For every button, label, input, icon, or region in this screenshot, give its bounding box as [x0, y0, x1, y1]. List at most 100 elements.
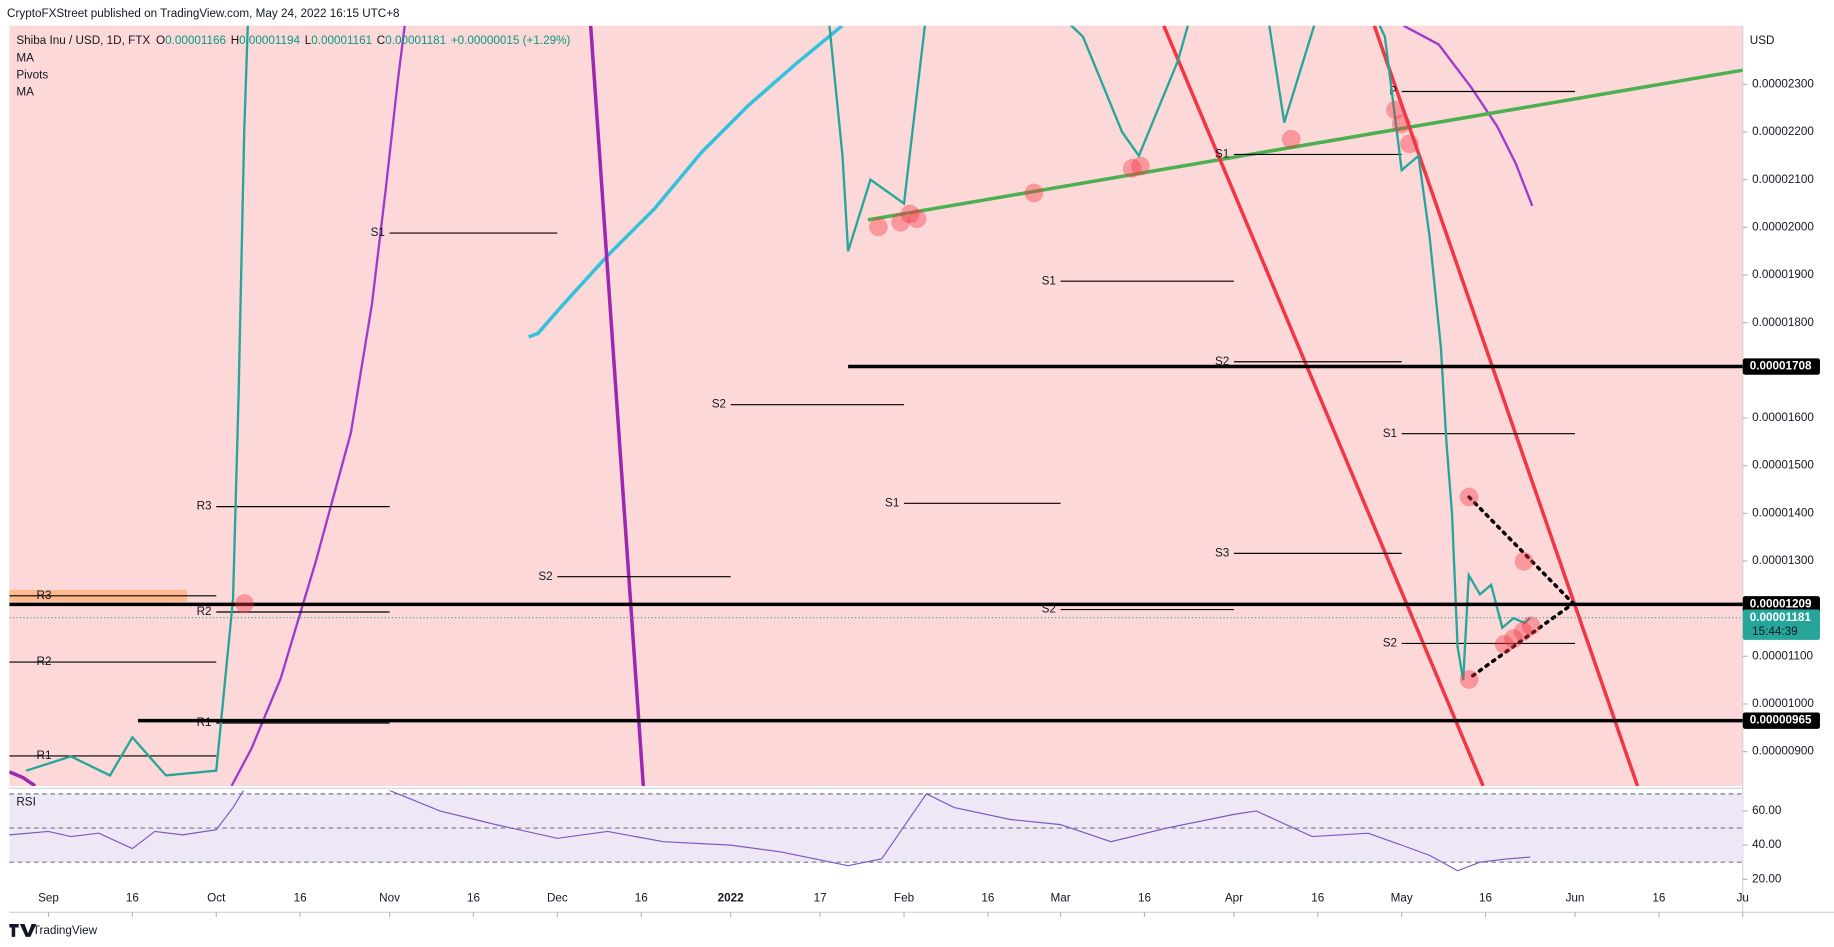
footer-brand: TradingView — [33, 924, 98, 937]
reaction-marker — [1494, 635, 1514, 654]
y-tick-label: 0.00001000 — [1752, 697, 1814, 710]
rsi-band — [9, 793, 1743, 863]
ohlc-key: C — [377, 34, 385, 47]
x-tick-label: 16 — [635, 891, 648, 904]
reaction-marker — [1400, 134, 1419, 154]
currency-label: USD — [1750, 34, 1775, 47]
level-badge — [1742, 596, 1820, 613]
pivot-label: S2 — [538, 570, 552, 583]
rsi-pane: 60.00 40.00 20.00 RSI — [9, 790, 1782, 885]
reaction-marker — [1513, 622, 1533, 641]
x-tick-label: Mar — [1051, 891, 1071, 904]
pivot-label: R1 — [37, 749, 52, 762]
level-badge-label: 0.00000965 — [1750, 714, 1812, 727]
x-tick-label: 2022 — [718, 891, 745, 904]
pivot-label: S2 — [1383, 637, 1397, 650]
reaction-marker — [1131, 156, 1150, 176]
x-tick-label: 16 — [1652, 891, 1665, 904]
reaction-marker — [900, 204, 920, 224]
reaction-marker — [1386, 100, 1405, 120]
reaction-marker — [1504, 629, 1523, 648]
x-tick-label: Oct — [207, 891, 226, 904]
channel-line — [1372, 25, 1640, 786]
y-tick-label: 0.00002300 — [1752, 77, 1814, 90]
y-tick-label: 0.00002100 — [1752, 173, 1814, 186]
trend-line — [867, 68, 1743, 222]
moving-average — [1403, 25, 1534, 207]
rsi-plot — [9, 790, 1531, 872]
ohlc-value: 0.00001194 — [239, 34, 300, 47]
pivot-label: R3 — [197, 500, 212, 513]
y-tick-label: 20.00 — [1752, 872, 1782, 885]
y-tick-label: 0.00001600 — [1752, 411, 1814, 424]
indicator-legend: MA — [16, 52, 34, 65]
pivot-label: S1 — [1383, 427, 1397, 440]
y-tick-label: 0.00001100 — [1752, 649, 1813, 662]
moving-average — [528, 25, 844, 339]
x-tick-label: Sep — [38, 891, 59, 904]
rsi-line — [9, 790, 1531, 872]
price-line — [25, 25, 1532, 777]
y-tick-label: 0.00001500 — [1752, 459, 1814, 472]
x-tick-label: Ju — [1737, 891, 1749, 904]
ohlc-key: O — [156, 34, 165, 47]
ohlc-value: 0.00001166 — [165, 34, 226, 47]
pivot-label: S1 — [1042, 274, 1056, 287]
reaction-marker — [907, 209, 927, 229]
x-tick-label: Feb — [894, 891, 915, 904]
x-tick-label: Dec — [547, 891, 568, 904]
level-badge-label: 0.00001209 — [1750, 597, 1812, 610]
ohlc-value: 0.00001181 — [385, 34, 446, 47]
pivot-label: S2 — [712, 398, 726, 411]
y-tick-label: 0.00001300 — [1752, 554, 1814, 567]
y-tick-label: 60.00 — [1752, 804, 1782, 817]
y-tick-label: 0.00001400 — [1752, 506, 1814, 519]
pivot-label: S1 — [371, 226, 385, 239]
y-tick-label: 0.00001800 — [1752, 316, 1814, 329]
x-tick-label: Nov — [379, 891, 400, 904]
last-price-label: 0.00001181 — [1750, 611, 1812, 624]
pivot-label: R1 — [197, 716, 212, 729]
reaction-marker — [235, 594, 254, 613]
reaction-marker — [1281, 129, 1301, 149]
x-tick-label: May — [1391, 891, 1413, 904]
channel-line — [1162, 25, 1485, 786]
x-tick-label: 16 — [1311, 891, 1324, 904]
moving-average — [588, 25, 646, 786]
ohlc-key: H — [231, 34, 239, 47]
x-tick-label: 16 — [467, 891, 480, 904]
rsi-title: RSI — [16, 795, 35, 808]
y-tick-label: 0.00002200 — [1752, 125, 1814, 138]
x-tick-label: 16 — [126, 891, 139, 904]
reaction-marker — [891, 212, 910, 232]
pivot-label: P — [1389, 85, 1397, 98]
footer: TradingView — [9, 923, 98, 937]
pivot-label: R2 — [197, 605, 212, 618]
y-tick-label: 0.00001900 — [1752, 268, 1814, 281]
ohlc-key: L — [305, 34, 312, 47]
reaction-marker — [1459, 487, 1479, 507]
level-badge — [1742, 358, 1820, 375]
pivot-label: R3 — [37, 589, 52, 602]
moving-average — [9, 770, 37, 786]
price-change: +0.00000015 (+1.29%) — [451, 34, 571, 47]
y-tick-label: 0.00002000 — [1752, 220, 1814, 233]
pivot-label: S1 — [885, 496, 899, 509]
y-tick-label: 0.00000900 — [1752, 745, 1814, 758]
y-tick-label: 40.00 — [1752, 838, 1782, 851]
symbol-legend: Shiba Inu / USD, 1D, FTX O0.00001166 H0.00… — [16, 34, 570, 47]
ohlc-value: 0.00001161 — [311, 34, 372, 47]
pivot-label: R2 — [37, 655, 52, 668]
moving-average — [230, 25, 406, 786]
x-tick-label: 16 — [294, 891, 307, 904]
indicator-legend: MA — [16, 85, 34, 98]
indicator-legend: Pivots — [16, 69, 48, 82]
reaction-marker — [869, 217, 888, 237]
reaction-marker — [1521, 616, 1541, 636]
x-tick-label: Apr — [1225, 891, 1243, 904]
x-tick-label: 16 — [1479, 891, 1492, 904]
x-tick-label: 16 — [1138, 891, 1151, 904]
last-price-badge — [1742, 609, 1820, 640]
